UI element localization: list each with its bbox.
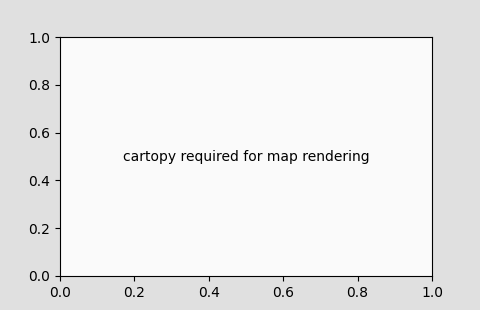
Text: cartopy required for map rendering: cartopy required for map rendering (123, 149, 369, 164)
